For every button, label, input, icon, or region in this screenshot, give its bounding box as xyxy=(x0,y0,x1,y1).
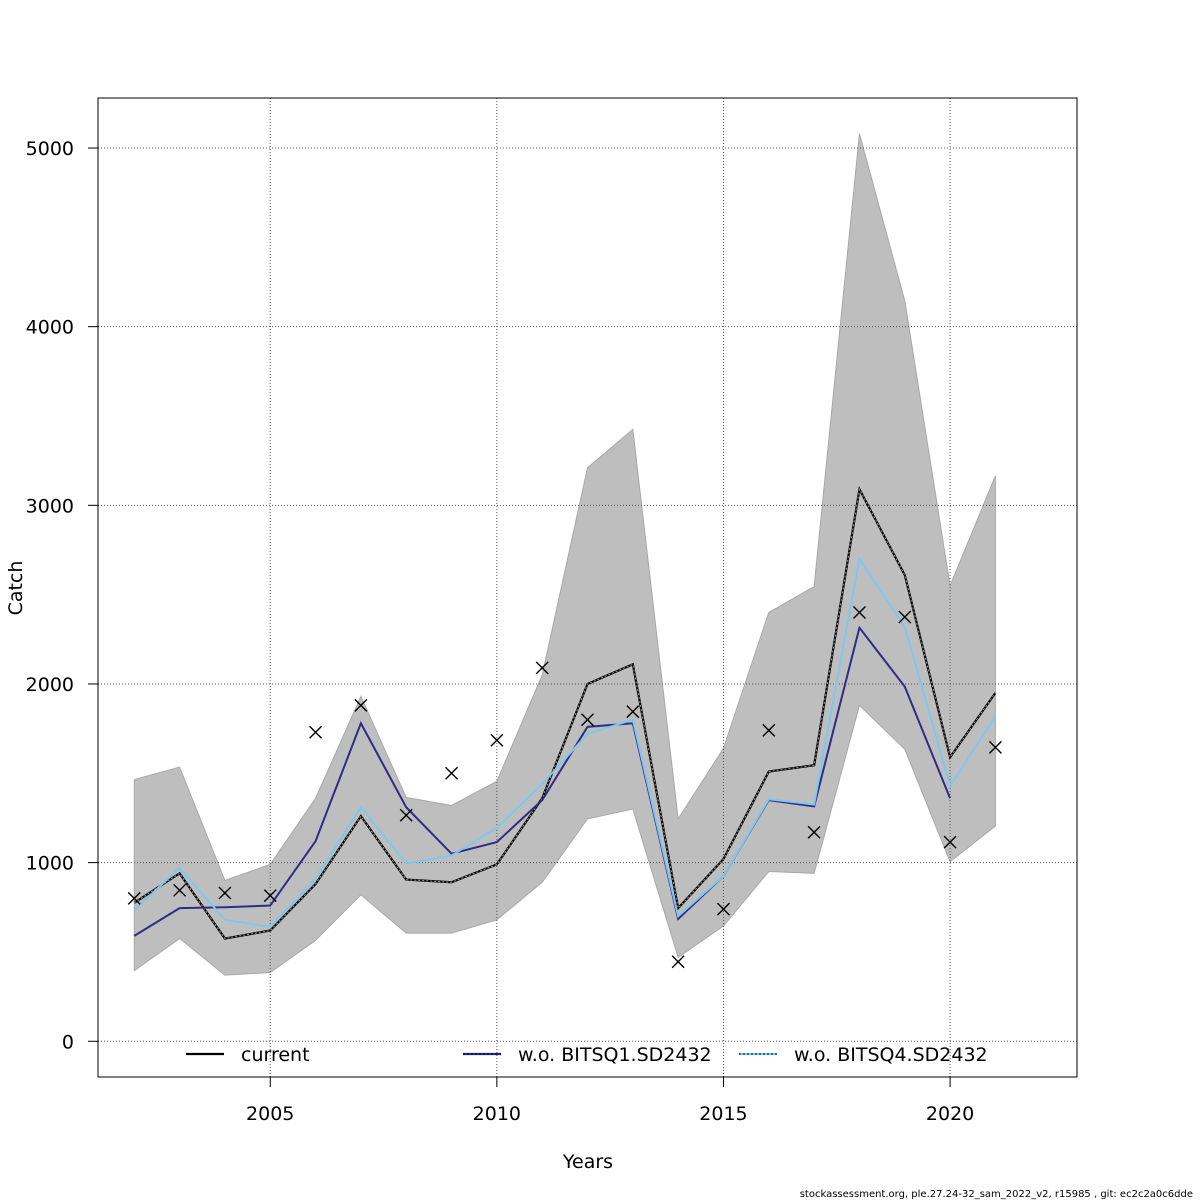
y-tick-label: 3000 xyxy=(26,495,74,517)
legend-label: w.o. BITSQ4.SD2432 xyxy=(794,1044,988,1066)
y-tick-label: 2000 xyxy=(26,674,74,696)
confidence-band-area xyxy=(133,133,996,976)
observation-marker xyxy=(263,889,277,903)
observation-marker xyxy=(490,733,504,747)
observation-marker xyxy=(127,891,141,905)
observation-marker xyxy=(671,955,685,969)
observation-marker xyxy=(807,825,821,839)
footer-text: stockassessment.org, ple.27.24-32_sam_20… xyxy=(800,1189,1193,1200)
observation-marker xyxy=(762,723,776,737)
observation-marker xyxy=(173,883,187,897)
legend-label: w.o. BITSQ1.SD2432 xyxy=(518,1044,712,1066)
x-tick-label: 2015 xyxy=(699,1103,747,1125)
y-tick-label: 1000 xyxy=(26,853,74,875)
observation-marker xyxy=(898,610,912,624)
y-tick-label: 0 xyxy=(62,1031,74,1053)
series-line-1 xyxy=(133,625,952,937)
observation-markers xyxy=(127,606,1002,969)
observation-marker xyxy=(218,886,232,900)
y-tick-label: 4000 xyxy=(26,317,74,339)
observation-marker xyxy=(399,808,413,822)
x-tick-label: 2020 xyxy=(926,1103,974,1125)
x-tick-label: 2010 xyxy=(473,1103,521,1125)
observation-marker xyxy=(354,698,368,712)
legend: current w.o. BITSQ1.SD2432 w.o. BITSQ4.SD2… xyxy=(186,1044,988,1066)
observation-marker xyxy=(852,606,866,620)
series-line-current xyxy=(133,485,997,940)
y-axis-title: Catch xyxy=(5,561,27,616)
y-tick-label: 5000 xyxy=(26,138,74,160)
observation-marker xyxy=(716,902,730,916)
x-tick-label: 2005 xyxy=(246,1103,294,1125)
observation-marker xyxy=(988,740,1002,754)
legend-label: current xyxy=(241,1044,310,1066)
series-line-2 xyxy=(133,556,997,929)
observation-marker xyxy=(626,705,640,719)
observation-marker xyxy=(445,766,459,780)
observation-marker xyxy=(535,661,549,675)
observation-marker xyxy=(943,835,957,849)
observation-marker xyxy=(309,725,323,739)
observation-marker xyxy=(581,713,594,727)
series-lines xyxy=(133,485,997,940)
plot-frame xyxy=(97,97,1078,1078)
confidence-band xyxy=(133,133,996,976)
x-axis-title: Years xyxy=(562,1151,613,1173)
axes: 0 1000 2000 3000 4000 5000 2005 2010 2015 2020 xyxy=(26,138,975,1125)
